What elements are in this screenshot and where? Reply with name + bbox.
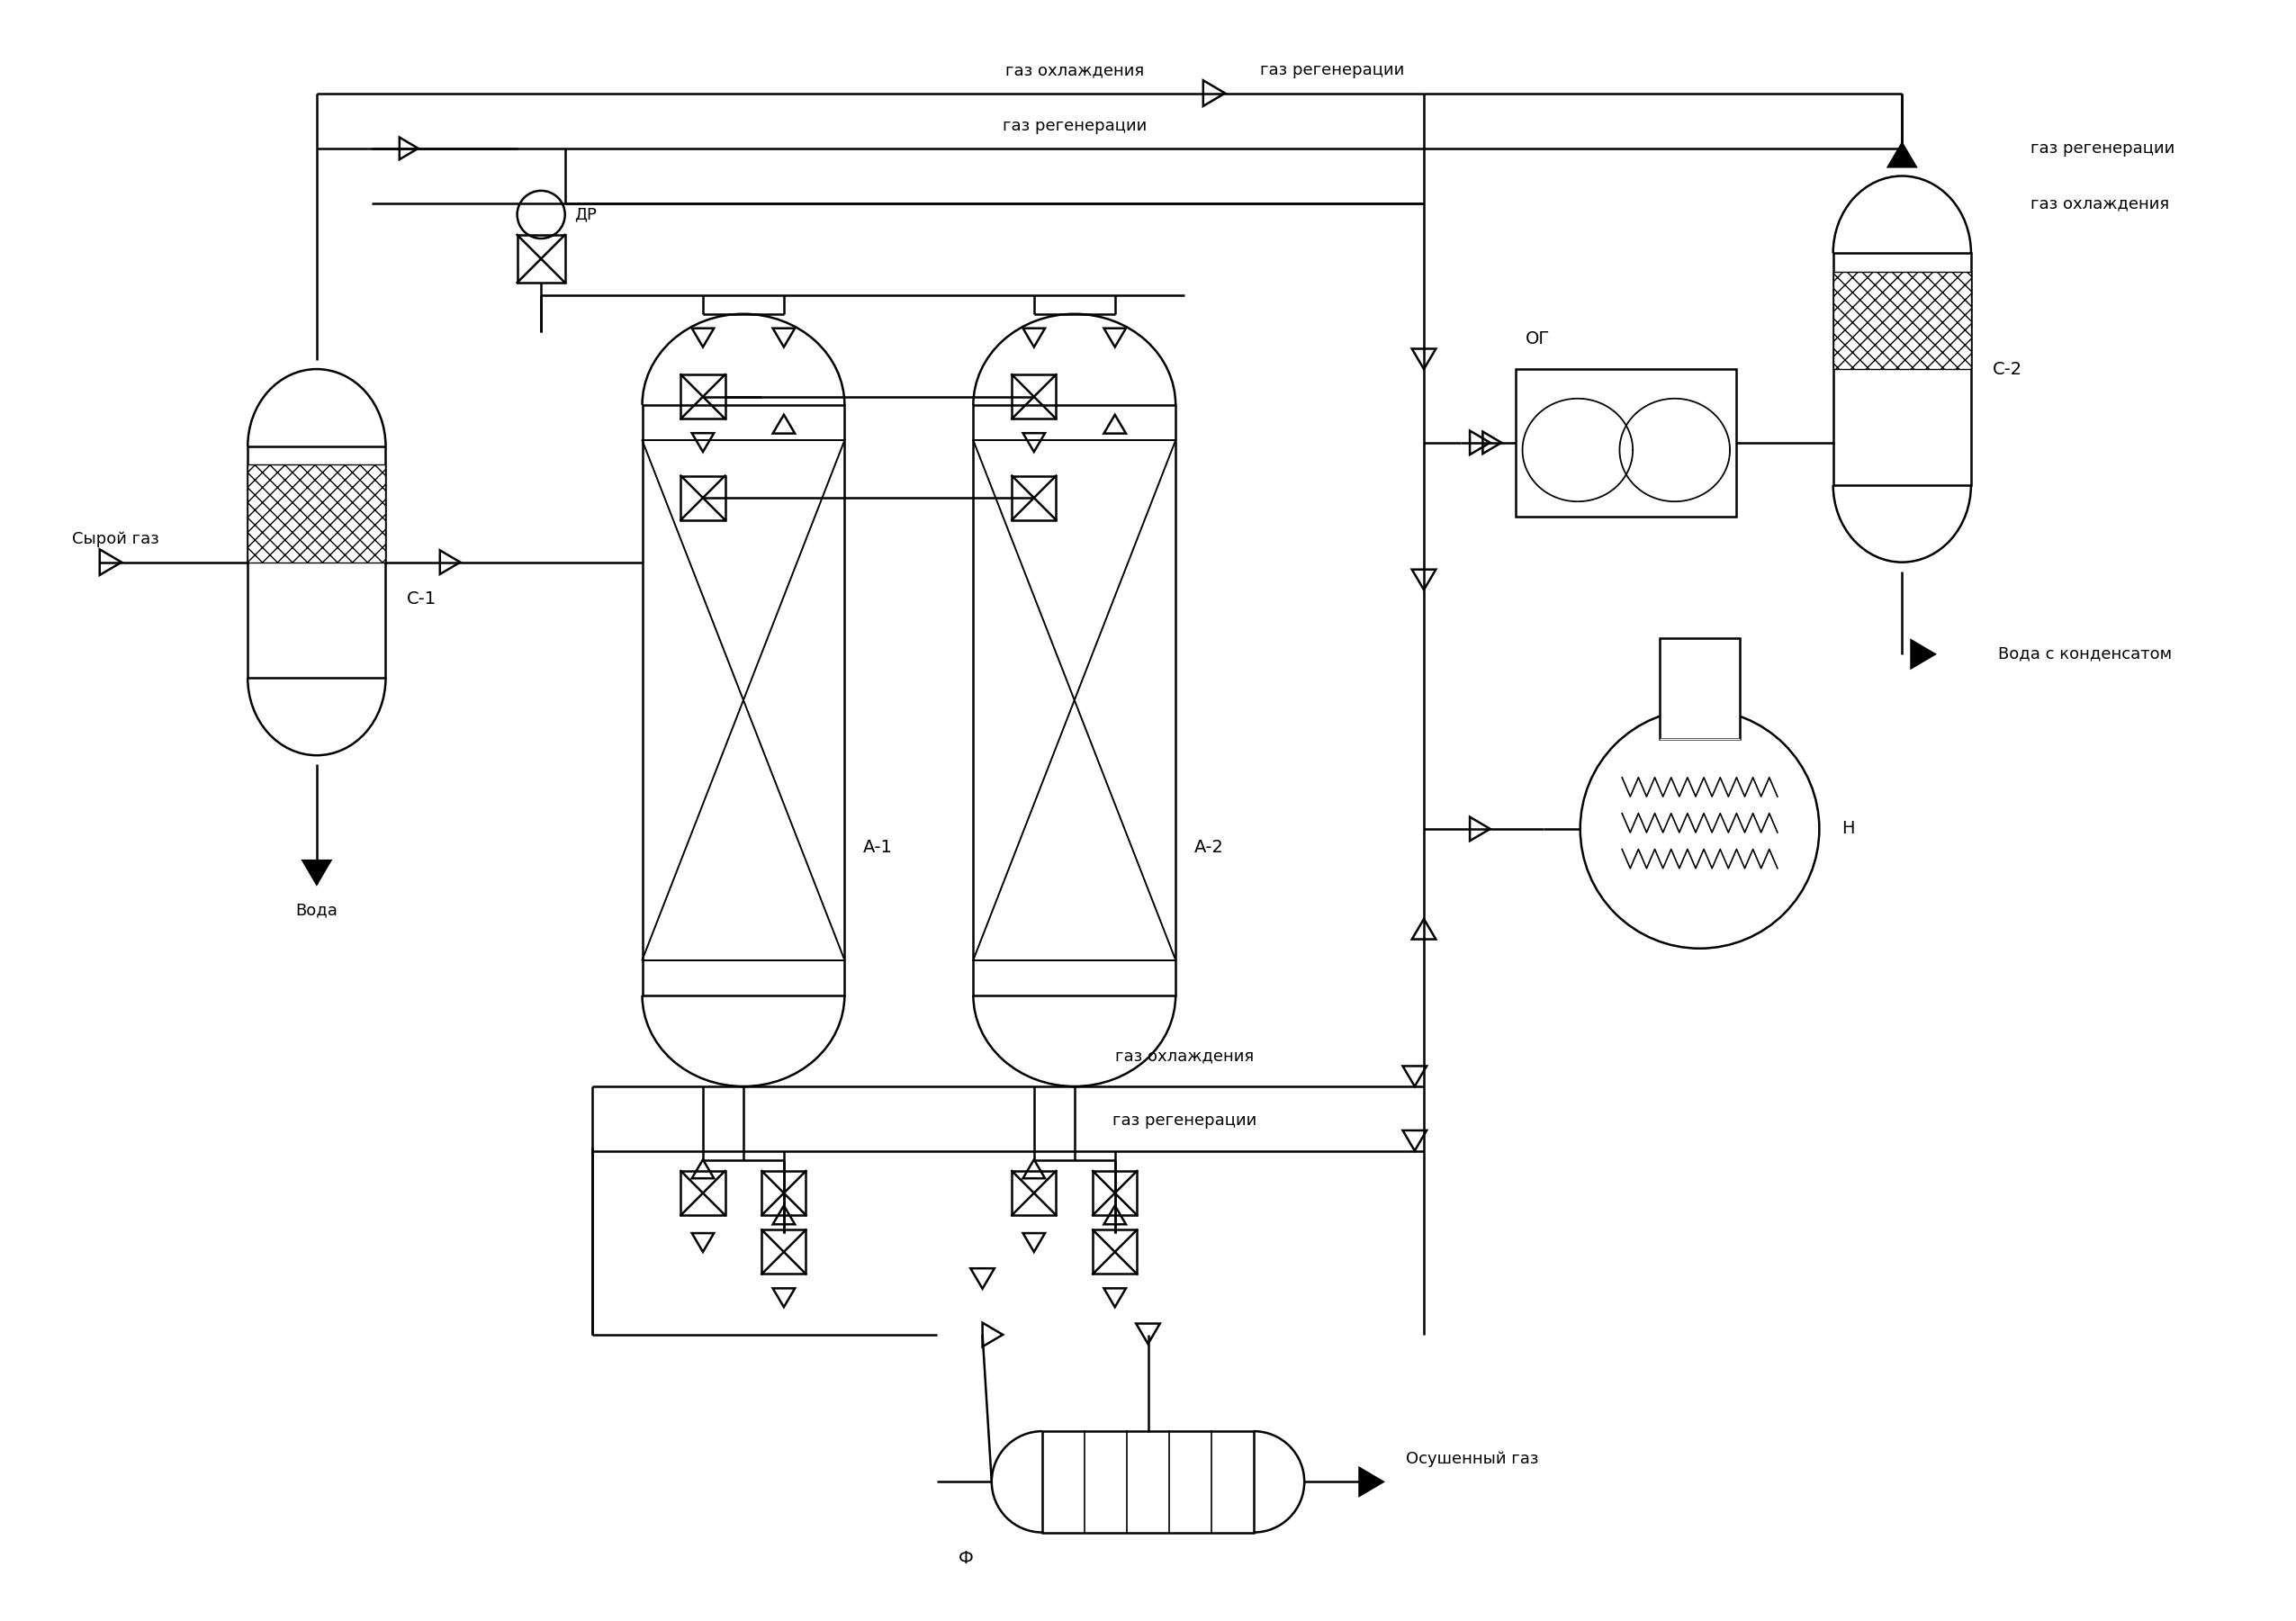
Bar bbox=[248, 446, 386, 678]
Text: газ охлаждения: газ охлаждения bbox=[2030, 196, 2170, 212]
Text: Вода: Вода bbox=[296, 903, 338, 919]
Text: Сырой газ: Сырой газ bbox=[71, 532, 158, 548]
Bar bbox=[1660, 639, 1740, 739]
Text: ДР: ДР bbox=[574, 206, 597, 222]
Polygon shape bbox=[1910, 640, 1936, 668]
Text: газ охлаждения: газ охлаждения bbox=[1006, 62, 1143, 78]
Text: С-1: С-1 bbox=[406, 590, 436, 608]
Bar bbox=[1832, 253, 1970, 485]
Text: А-2: А-2 bbox=[1194, 838, 1224, 856]
Text: газ регенерации: газ регенерации bbox=[2030, 141, 2174, 157]
Text: газ регенерации: газ регенерации bbox=[1003, 117, 1146, 133]
Bar bbox=[248, 465, 386, 562]
Bar bbox=[974, 405, 1176, 995]
Text: ОГ: ОГ bbox=[1525, 331, 1550, 347]
Circle shape bbox=[1580, 710, 1818, 948]
Text: газ регенерации: газ регенерации bbox=[1261, 62, 1405, 78]
Text: Н: Н bbox=[1841, 820, 1855, 838]
Bar bbox=[643, 405, 845, 995]
Bar bbox=[1515, 370, 1736, 515]
Text: газ регенерации: газ регенерации bbox=[1114, 1112, 1256, 1128]
Bar bbox=[1832, 272, 1970, 370]
Polygon shape bbox=[1359, 1469, 1382, 1496]
Polygon shape bbox=[1887, 143, 1915, 167]
Polygon shape bbox=[303, 861, 331, 883]
Text: Вода с конденсатом: Вода с конденсатом bbox=[1998, 647, 2172, 663]
Text: газ охлаждения: газ охлаждения bbox=[1116, 1049, 1254, 1065]
Text: Ф: Ф bbox=[957, 1550, 974, 1568]
Bar bbox=[1042, 1431, 1254, 1532]
Text: Осушенный газ: Осушенный газ bbox=[1405, 1451, 1538, 1467]
Text: С-2: С-2 bbox=[1993, 360, 2023, 378]
Text: А-1: А-1 bbox=[863, 838, 893, 856]
